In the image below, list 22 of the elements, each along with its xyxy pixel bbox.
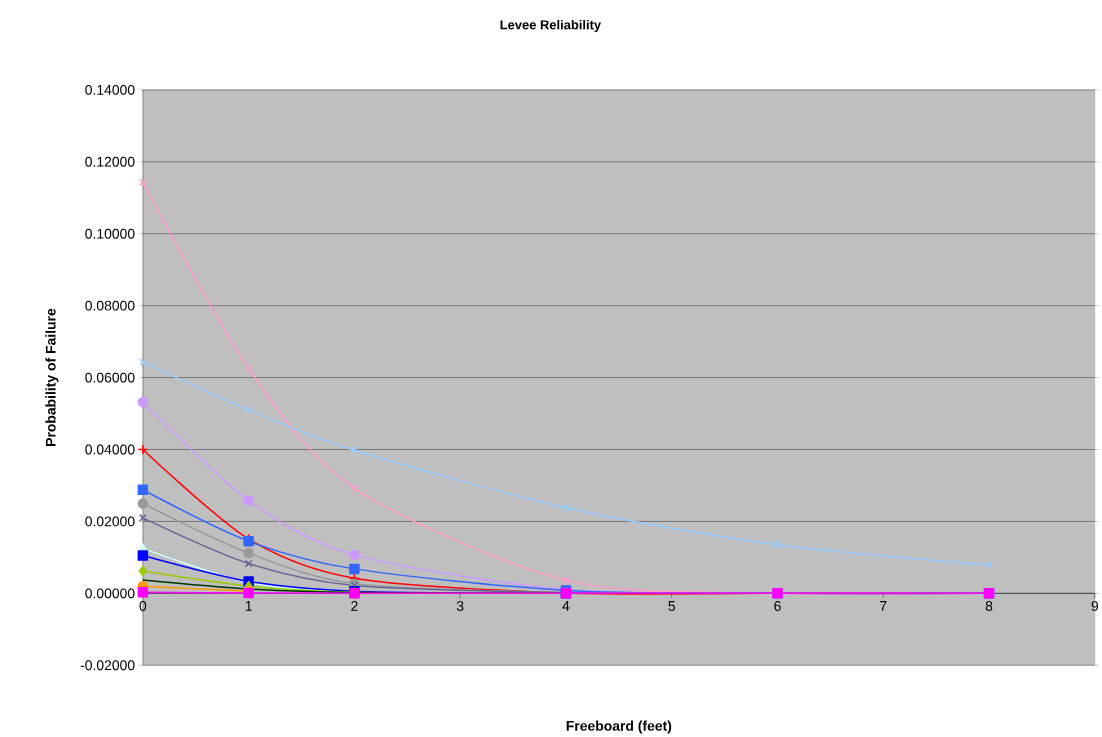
x-tick-label: 1 [245,601,252,611]
x-tick-label: 5 [668,601,676,611]
chart-title: Levee Reliability [500,19,602,33]
x-tick-label: 9 [1091,601,1099,612]
y-tick-label: 0.00000 [85,588,135,599]
x-tick-label: 3 [456,601,464,612]
y-tick-label: 0.10000 [85,228,135,239]
x-tick-label: 0 [139,601,147,612]
y-tick-label: -0.02000 [80,660,135,671]
x-tick-label: 6 [774,601,781,612]
y-tick-label: 0.06000 [85,372,135,383]
x-tick-label: 4 [562,601,570,611]
y-axis-title: Probability of Failure [45,308,59,446]
x-axis-title: Freeboard (feet) [566,720,672,734]
y-tick-label: 0.02000 [85,516,135,527]
x-tick-label: 2 [351,601,358,611]
y-tick-label: 0.08000 [85,300,135,311]
x-tick-label: 7 [880,601,887,611]
y-tick-label: 0.12000 [85,156,135,167]
y-tick-label: 0.04000 [85,444,135,455]
x-tick-label: 8 [985,601,993,612]
y-tick-label: 0.14000 [85,85,135,95]
